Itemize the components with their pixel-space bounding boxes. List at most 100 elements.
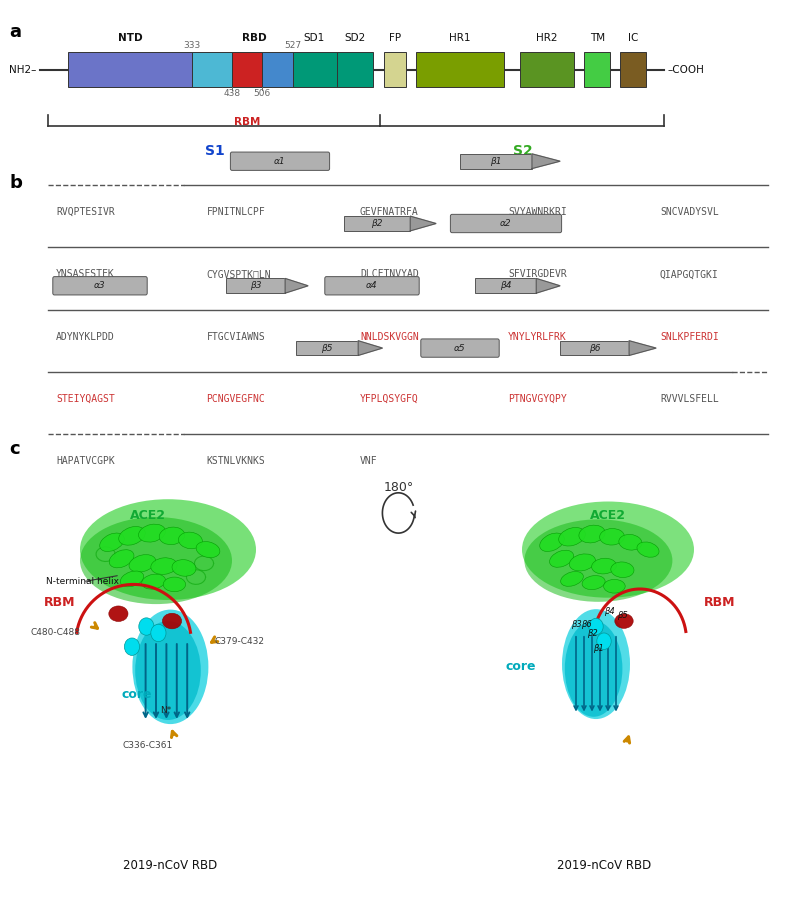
Text: b: b <box>10 174 22 192</box>
Circle shape <box>139 617 154 636</box>
Ellipse shape <box>565 621 622 716</box>
Text: SD2: SD2 <box>345 33 366 43</box>
Text: FP: FP <box>389 33 402 43</box>
Text: NNLDSKVGGN: NNLDSKVGGN <box>360 332 418 342</box>
Text: β3: β3 <box>570 620 582 629</box>
Ellipse shape <box>118 527 146 545</box>
Text: HR2: HR2 <box>537 33 558 43</box>
Ellipse shape <box>135 621 201 720</box>
FancyBboxPatch shape <box>226 278 285 293</box>
Text: S1: S1 <box>205 144 224 158</box>
FancyBboxPatch shape <box>421 339 499 357</box>
Text: α3: α3 <box>94 281 106 290</box>
Text: QIAPGQTGKI: QIAPGQTGKI <box>660 269 718 279</box>
Text: SVYAWNRKRI: SVYAWNRKRI <box>508 207 566 217</box>
Text: YFPLQSYGFQ: YFPLQSYGFQ <box>360 394 418 404</box>
Text: HR1: HR1 <box>450 33 470 43</box>
Polygon shape <box>358 341 382 355</box>
Text: NTD: NTD <box>118 33 142 43</box>
Text: a: a <box>10 23 22 41</box>
FancyBboxPatch shape <box>192 52 232 87</box>
FancyBboxPatch shape <box>68 52 192 87</box>
Text: β1: β1 <box>490 157 502 166</box>
Ellipse shape <box>138 524 166 542</box>
FancyBboxPatch shape <box>384 52 406 87</box>
Ellipse shape <box>80 517 232 605</box>
Text: α5: α5 <box>454 344 466 353</box>
Ellipse shape <box>579 525 605 543</box>
Text: RBM: RBM <box>44 596 75 609</box>
FancyBboxPatch shape <box>344 216 410 231</box>
Ellipse shape <box>611 562 634 578</box>
Ellipse shape <box>614 614 634 628</box>
Text: RVQPTESIVR: RVQPTESIVR <box>56 207 114 217</box>
Ellipse shape <box>522 502 694 597</box>
Ellipse shape <box>159 527 185 545</box>
Ellipse shape <box>142 574 166 589</box>
FancyBboxPatch shape <box>560 341 629 355</box>
Text: SNLKPFERDI: SNLKPFERDI <box>660 332 718 342</box>
Text: FTGCVIAWNS: FTGCVIAWNS <box>206 332 265 342</box>
Text: RBM: RBM <box>234 117 260 127</box>
Text: 333: 333 <box>183 41 201 50</box>
Polygon shape <box>536 278 560 293</box>
Text: core: core <box>506 660 536 673</box>
Ellipse shape <box>196 541 220 558</box>
Polygon shape <box>410 216 436 231</box>
Ellipse shape <box>110 550 134 568</box>
Ellipse shape <box>120 571 144 587</box>
Text: CYGVSPTK​LN: CYGVSPTK​LN <box>206 269 271 279</box>
Ellipse shape <box>600 529 624 545</box>
Text: β6: β6 <box>589 344 600 353</box>
Text: SFVIRGDEVR: SFVIRGDEVR <box>508 269 566 279</box>
Text: PTNGVGYQPY: PTNGVGYQPY <box>508 394 566 404</box>
Text: S2: S2 <box>513 144 532 158</box>
Circle shape <box>125 638 139 656</box>
FancyBboxPatch shape <box>325 277 419 295</box>
FancyBboxPatch shape <box>262 52 293 87</box>
Text: β4: β4 <box>604 607 615 616</box>
Text: RVVVLSFELL: RVVVLSFELL <box>660 394 718 404</box>
FancyBboxPatch shape <box>337 52 373 87</box>
Ellipse shape <box>562 609 630 719</box>
Text: β5: β5 <box>322 344 333 353</box>
Text: YNSASFSTFK: YNSASFSTFK <box>56 269 114 279</box>
Ellipse shape <box>604 580 626 594</box>
Polygon shape <box>532 154 560 169</box>
Text: ACE2: ACE2 <box>130 509 166 522</box>
Polygon shape <box>629 341 656 355</box>
Text: DLCFTNVYAD: DLCFTNVYAD <box>360 269 418 279</box>
Text: ADYNYKLPDD: ADYNYKLPDD <box>56 332 114 342</box>
Text: 2019-nCoV RBD: 2019-nCoV RBD <box>123 859 218 872</box>
Text: β3: β3 <box>250 281 262 290</box>
Text: β1: β1 <box>593 644 604 653</box>
Text: α4: α4 <box>366 281 378 290</box>
Ellipse shape <box>133 610 208 724</box>
Text: KSTNLVKNKS: KSTNLVKNKS <box>206 456 265 466</box>
FancyBboxPatch shape <box>620 52 646 87</box>
Ellipse shape <box>550 551 574 567</box>
Text: C480-C488: C480-C488 <box>30 627 80 637</box>
Text: VNF: VNF <box>360 456 378 466</box>
Text: β5: β5 <box>617 611 628 620</box>
Text: c: c <box>10 440 20 458</box>
Text: 180°: 180° <box>383 481 414 494</box>
Ellipse shape <box>109 606 128 621</box>
Text: 506: 506 <box>254 89 271 98</box>
FancyBboxPatch shape <box>416 52 504 87</box>
Ellipse shape <box>100 533 124 551</box>
Ellipse shape <box>525 519 672 602</box>
Text: GEVFNATRFA: GEVFNATRFA <box>360 207 418 217</box>
Text: HAPATVCGPK: HAPATVCGPK <box>56 456 114 466</box>
FancyBboxPatch shape <box>296 341 358 355</box>
Text: α2: α2 <box>500 219 512 228</box>
Ellipse shape <box>592 558 616 574</box>
Text: β4: β4 <box>500 281 511 290</box>
FancyBboxPatch shape <box>475 278 536 293</box>
FancyBboxPatch shape <box>53 277 147 295</box>
Ellipse shape <box>582 575 605 590</box>
Text: IC: IC <box>629 33 638 43</box>
Text: α1: α1 <box>274 157 286 166</box>
Ellipse shape <box>178 532 202 549</box>
Text: β6: β6 <box>581 620 592 629</box>
